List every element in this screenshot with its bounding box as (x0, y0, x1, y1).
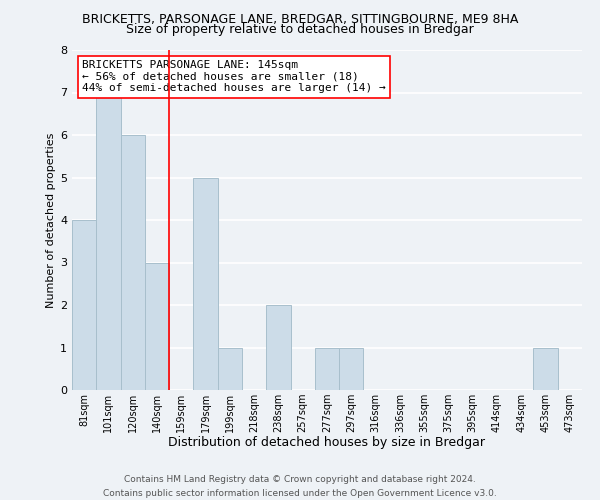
Bar (218, 348, 242, 390)
Bar (266, 305, 290, 390)
Text: BRICKETTS, PARSONAGE LANE, BREDGAR, SITTINGBOURNE, ME9 8HA: BRICKETTS, PARSONAGE LANE, BREDGAR, SITT… (82, 12, 518, 26)
Bar (339, 348, 364, 390)
Y-axis label: Number of detached properties: Number of detached properties (46, 132, 56, 308)
Bar (96, 92, 121, 390)
Bar (193, 178, 218, 390)
Text: BRICKETTS PARSONAGE LANE: 145sqm
← 56% of detached houses are smaller (18)
44% o: BRICKETTS PARSONAGE LANE: 145sqm ← 56% o… (82, 60, 386, 94)
Bar (145, 262, 169, 390)
X-axis label: Distribution of detached houses by size in Bredgar: Distribution of detached houses by size … (169, 436, 485, 450)
Text: Contains HM Land Registry data © Crown copyright and database right 2024.
Contai: Contains HM Land Registry data © Crown c… (103, 476, 497, 498)
Bar (72, 220, 96, 390)
Text: Size of property relative to detached houses in Bredgar: Size of property relative to detached ho… (126, 22, 474, 36)
Bar (533, 348, 558, 390)
Bar (315, 348, 339, 390)
Bar (121, 135, 145, 390)
